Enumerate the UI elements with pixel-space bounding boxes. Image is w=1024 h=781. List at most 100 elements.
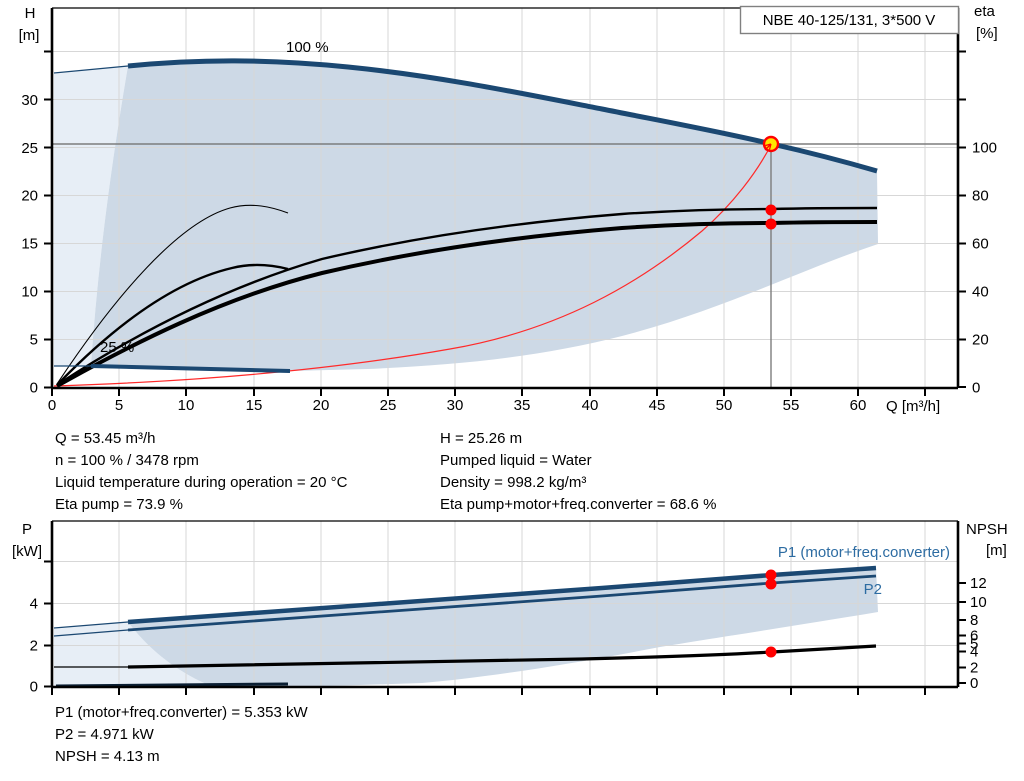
svg-text:5: 5 xyxy=(30,332,38,349)
p1-curve xyxy=(127,565,877,625)
result-p2: P2 = 4.971 kW xyxy=(55,726,155,743)
svg-text:0: 0 xyxy=(30,679,38,696)
svg-text:50: 50 xyxy=(716,397,733,414)
eta-tick-labels: 100 80 60 40 20 0 xyxy=(972,140,997,397)
p2-curve-label: P2 xyxy=(864,581,882,598)
qh-curve-100pct xyxy=(127,58,878,174)
info-h: H = 25.26 m xyxy=(440,430,522,447)
info-eta-pump: Eta pump = 73.9 % xyxy=(55,496,183,513)
eta-curve-reduced-speed-thin xyxy=(56,204,289,385)
svg-text:55: 55 xyxy=(783,397,800,414)
svg-text:45: 45 xyxy=(649,397,666,414)
svg-text:20: 20 xyxy=(313,397,330,414)
svg-text:40: 40 xyxy=(582,397,599,414)
pump-title: NBE 40-125/131, 3*500 V xyxy=(763,12,936,29)
pump-title-box xyxy=(739,5,960,35)
svg-text:100: 100 xyxy=(972,140,997,157)
svg-text:5: 5 xyxy=(115,397,123,414)
svg-text:25: 25 xyxy=(21,140,38,157)
svg-text:15: 15 xyxy=(21,236,38,253)
svg-text:10: 10 xyxy=(21,284,38,301)
h-tick-labels: 30 25 20 15 10 5 0 xyxy=(21,92,38,397)
p-tick-labels: 4 2 0 xyxy=(30,596,38,696)
npsh-curve xyxy=(127,644,877,669)
svg-text:10: 10 xyxy=(970,594,987,611)
svg-text:60: 60 xyxy=(972,236,989,253)
result-p1: P1 (motor+freq.converter) = 5.353 kW xyxy=(55,704,308,721)
p1-point xyxy=(765,569,777,581)
svg-text:35: 35 xyxy=(514,397,531,414)
h-axis-unit-2: [m] xyxy=(19,27,40,44)
svg-text:4: 4 xyxy=(30,596,38,613)
power-operating-envelope xyxy=(128,568,878,687)
svg-text:80: 80 xyxy=(972,188,989,205)
info-temp: Liquid temperature during operation = 20… xyxy=(55,474,348,491)
eta-total-curve xyxy=(56,220,878,388)
svg-text:5: 5 xyxy=(970,636,978,653)
svg-text:0: 0 xyxy=(970,675,978,692)
qh-gridlines xyxy=(52,8,958,388)
system-curve xyxy=(53,144,772,387)
duty-info-block: Q = 53.45 m³/h n = 100 % / 3478 rpm Liqu… xyxy=(55,430,716,513)
svg-text:4: 4 xyxy=(970,644,978,661)
q-axis-label: Q [m³/h] xyxy=(886,398,940,415)
p1-curve-thin xyxy=(53,621,129,629)
svg-text:40: 40 xyxy=(972,284,989,301)
speed-25-label: 25 % xyxy=(100,339,134,356)
speed-100-label: 100 % xyxy=(286,39,329,56)
eta-total-point xyxy=(765,218,777,230)
eta-pump-point xyxy=(765,204,777,216)
result-npsh: NPSH = 4.13 m xyxy=(55,748,160,765)
svg-text:0: 0 xyxy=(972,380,980,397)
svg-text:20: 20 xyxy=(972,332,989,349)
svg-text:30: 30 xyxy=(21,92,38,109)
svg-text:8: 8 xyxy=(970,612,978,629)
svg-text:25: 25 xyxy=(380,397,397,414)
svg-text:2: 2 xyxy=(30,638,38,655)
qh-operating-envelope xyxy=(91,60,878,371)
q-tick-labels: 0 5 10 15 20 25 30 35 40 45 50 55 60 xyxy=(48,397,867,414)
svg-text:6: 6 xyxy=(970,628,978,645)
npsh-tick-labels: 12 10 8 6 5 4 2 0 xyxy=(970,575,987,692)
svg-text:20: 20 xyxy=(21,188,38,205)
p2-curve-thin xyxy=(53,629,129,637)
p1-curve-label: P1 (motor+freq.converter) xyxy=(778,544,950,561)
eta-pump-curve xyxy=(56,206,878,387)
power-axes xyxy=(44,520,966,695)
svg-text:15: 15 xyxy=(246,397,263,414)
svg-text:60: 60 xyxy=(850,397,867,414)
power-envelope-low-flow-region xyxy=(54,622,204,687)
info-eta-total: Eta pump+motor+freq.converter = 68.6 % xyxy=(440,496,716,513)
info-n: n = 100 % / 3478 rpm xyxy=(55,452,199,469)
p2-point xyxy=(765,578,777,590)
power-25pct-curve xyxy=(55,682,289,688)
svg-text:0: 0 xyxy=(48,397,56,414)
qh-curve-100pct-thin xyxy=(53,65,129,74)
p-axis-unit-2: [kW] xyxy=(12,543,42,560)
eta-axis-unit-2: [%] xyxy=(976,25,998,42)
svg-text:2: 2 xyxy=(970,660,978,677)
npsh-point xyxy=(765,646,777,658)
info-density: Density = 998.2 kg/m³ xyxy=(440,474,586,491)
npsh-axis-unit-2: [m] xyxy=(986,542,1007,559)
qh-chart: NBE 40-125/131, 3*500 V H [m] eta [%] Q … xyxy=(19,3,998,415)
p2-curve xyxy=(127,574,877,632)
qh-curve-25pct xyxy=(90,364,291,373)
info-liquid: Pumped liquid = Water xyxy=(440,452,592,469)
info-q: Q = 53.45 m³/h xyxy=(55,430,155,447)
h-axis-unit-1: H xyxy=(25,5,36,22)
power-chart: P [kW] NPSH [m] 4 2 0 12 10 8 6 5 4 2 0 … xyxy=(12,520,1008,696)
eta-axis-unit-1: eta xyxy=(974,3,996,20)
eta-curve-reduced-speed-thick xyxy=(56,263,289,386)
duty-guide-lines xyxy=(52,143,958,388)
result-block: P1 (motor+freq.converter) = 5.353 kW P2 … xyxy=(55,704,308,765)
npsh-axis-unit-1: NPSH xyxy=(966,521,1008,538)
svg-text:0: 0 xyxy=(30,380,38,397)
svg-text:12: 12 xyxy=(970,575,987,592)
p-axis-unit-1: P xyxy=(22,521,32,538)
duty-point-arrow xyxy=(764,143,772,151)
svg-text:30: 30 xyxy=(447,397,464,414)
svg-text:10: 10 xyxy=(178,397,195,414)
